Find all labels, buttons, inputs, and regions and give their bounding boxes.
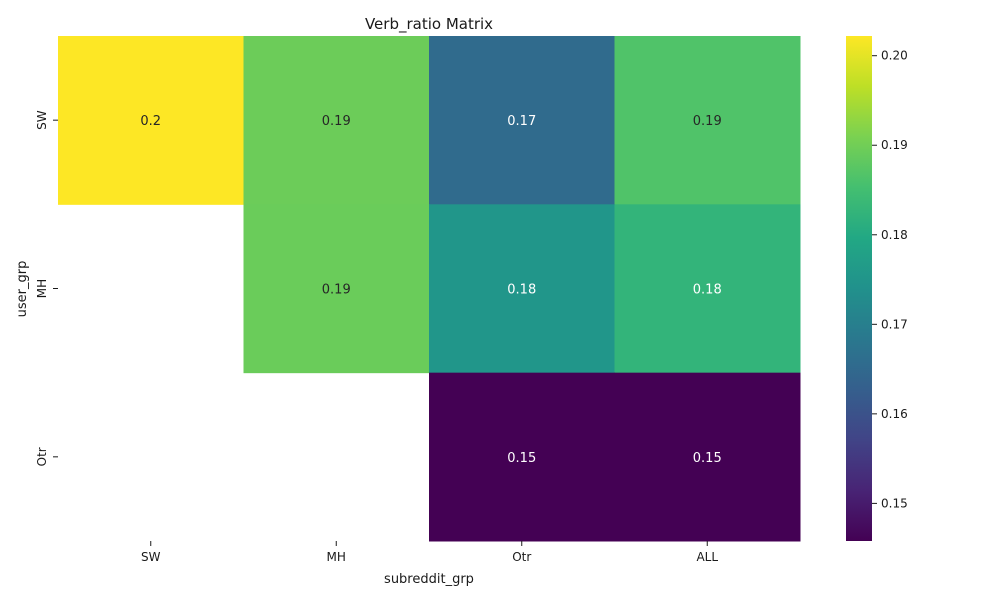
cell-value-label: 0.19 <box>693 114 722 129</box>
heatmap-cell-otr-otr <box>429 372 615 542</box>
y-tick-label: Otr <box>35 447 49 466</box>
x-tick-label: Otr <box>512 550 531 564</box>
heatmap-cell-otr-all <box>614 372 801 542</box>
colorbar-tick-label: 0.17 <box>881 317 908 331</box>
heatmap-cells: 0.2 0.19 0.17 0.19 0.19 0.18 0.18 0.15 0.15 <box>58 36 801 542</box>
colorbar-ticks: 0.15 0.16 0.17 0.18 0.19 0.20 <box>872 49 908 510</box>
cell-value-label: 0.19 <box>322 283 351 298</box>
cell-value-label: 0.19 <box>322 114 351 129</box>
heatmap-cell-mh-mh <box>243 204 430 374</box>
cell-value-label: 0.15 <box>507 451 536 466</box>
y-tick-label: SW <box>35 110 49 130</box>
cell-value-label: 0.18 <box>693 283 722 298</box>
x-axis: SW MH Otr ALL <box>141 541 718 564</box>
colorbar-tick-label: 0.15 <box>881 496 908 510</box>
y-axis-label: user_grp <box>15 261 30 318</box>
x-tick-label: MH <box>327 550 346 564</box>
heatmap-cell-sw-sw <box>58 36 244 205</box>
colorbar-tick-label: 0.19 <box>881 138 908 152</box>
colorbar <box>846 36 872 541</box>
x-tick-label: SW <box>141 550 161 564</box>
cell-value-label: 0.18 <box>507 283 536 298</box>
x-tick-label: ALL <box>696 550 718 564</box>
y-axis: SW MH Otr <box>35 110 58 466</box>
x-axis-label: subreddit_grp <box>384 572 474 587</box>
colorbar-tick-label: 0.16 <box>881 407 908 421</box>
cell-value-label: 0.17 <box>507 114 536 129</box>
y-tick-label: MH <box>35 279 49 298</box>
cell-value-label: 0.15 <box>693 451 722 466</box>
chart-title: Verb_ratio Matrix <box>365 15 493 34</box>
colorbar-tick-label: 0.18 <box>881 228 908 242</box>
heatmap-cell-mh-all <box>614 204 801 374</box>
heatmap-cell-sw-mh <box>243 36 430 205</box>
cell-value-label: 0.2 <box>140 114 161 129</box>
heatmap-cell-sw-all <box>614 36 801 205</box>
heatmap-cell-mh-otr <box>429 204 615 374</box>
heatmap-cell-sw-otr <box>429 36 615 205</box>
colorbar-tick-label: 0.20 <box>881 49 908 63</box>
